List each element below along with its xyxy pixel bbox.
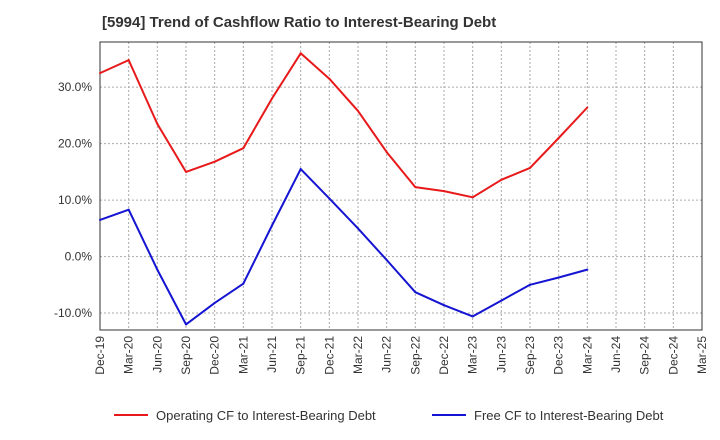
data-point (414, 291, 417, 294)
data-point (328, 197, 331, 200)
y-tick-label: 0.0% (65, 250, 93, 264)
data-point (557, 137, 560, 139)
data-point (443, 304, 445, 307)
x-tick-label: Mar-22 (351, 336, 365, 374)
data-point (127, 208, 130, 211)
data-point (500, 178, 503, 181)
data-point (185, 170, 187, 173)
x-tick-label: Mar-21 (236, 336, 250, 374)
data-point (471, 315, 474, 318)
x-axis: Dec-19 Mar-20 Jun-20 Sep-20 Dec-20 Mar-21 Jun-… (93, 336, 709, 375)
x-tick-label: Mar-24 (580, 336, 594, 374)
chart-title: [5994] Trend of Cashflow Ratio to Intere… (102, 14, 497, 31)
series-line-free-cf (99, 168, 588, 326)
data-point (414, 186, 417, 189)
x-tick-label: Sep-22 (408, 336, 422, 375)
data-point (557, 276, 560, 279)
y-axis: -10.0% 0.0% 10.0% 20.0% 30.0% (54, 80, 92, 320)
grid-layer (99, 42, 703, 330)
data-point (242, 282, 245, 285)
data-point (99, 72, 101, 75)
data-point (156, 122, 159, 125)
x-tick-label: Jun-24 (609, 336, 623, 373)
data-point (299, 52, 302, 55)
series-line-operating-cf (99, 52, 589, 199)
y-tick-label: 30.0% (58, 80, 92, 94)
legend-label-free-cf: Free CF to Interest-Bearing Debt (474, 407, 664, 423)
data-point (443, 190, 445, 193)
x-tick-label: Sep-20 (179, 336, 193, 375)
data-point (271, 97, 273, 100)
data-point (156, 268, 159, 271)
data-point (99, 218, 101, 221)
data-point (385, 258, 388, 261)
x-tick-label: Dec-20 (208, 336, 222, 375)
x-tick-label: Mar-20 (122, 336, 136, 374)
data-point (385, 151, 388, 154)
data-point (586, 106, 589, 109)
data-point (213, 160, 216, 163)
x-tick-label: Sep-23 (523, 336, 537, 375)
y-tick-label: 20.0% (58, 137, 92, 151)
x-tick-label: Mar-25 (695, 336, 709, 374)
data-point (357, 109, 359, 112)
plot-frame (99, 41, 703, 331)
legend-label-operating-cf: Operating CF to Interest-Bearing Debt (156, 407, 376, 423)
data-point (185, 323, 187, 326)
legend-item-free-cf: Free CF to Interest-Bearing Debt (432, 404, 663, 426)
x-tick-label: Dec-19 (93, 336, 107, 375)
x-tick-label: Sep-21 (294, 336, 308, 375)
series-layer (99, 52, 589, 326)
x-tick-label: Jun-21 (265, 336, 279, 373)
x-tick-label: Jun-23 (494, 336, 508, 373)
x-tick-label: Jun-22 (380, 336, 394, 373)
data-point (299, 168, 302, 171)
legend-swatch-free-cf (432, 414, 466, 416)
x-tick-label: Dec-24 (666, 336, 680, 375)
y-tick-label: 10.0% (58, 193, 92, 207)
legend-swatch-operating-cf (114, 414, 148, 416)
x-tick-label: Jun-20 (150, 336, 164, 373)
x-tick-label: Dec-21 (322, 336, 336, 375)
data-point (529, 166, 531, 169)
data-point (328, 77, 331, 80)
data-point (586, 268, 589, 271)
x-tick-label: Sep-24 (638, 336, 652, 375)
data-point (242, 147, 245, 150)
legend: Operating CF to Interest-Bearing Debt Fr… (0, 404, 720, 426)
data-point (529, 283, 531, 286)
x-tick-label: Mar-23 (466, 336, 480, 374)
data-point (357, 227, 359, 230)
legend-item-operating-cf: Operating CF to Interest-Bearing Debt (114, 404, 376, 426)
data-point (271, 224, 273, 227)
data-point (213, 301, 216, 304)
data-point (500, 299, 503, 302)
x-tick-label: Dec-22 (437, 336, 451, 375)
y-tick-label: -10.0% (54, 306, 92, 320)
data-point (471, 196, 474, 199)
x-tick-label: Dec-23 (552, 336, 566, 375)
data-point (127, 59, 130, 62)
